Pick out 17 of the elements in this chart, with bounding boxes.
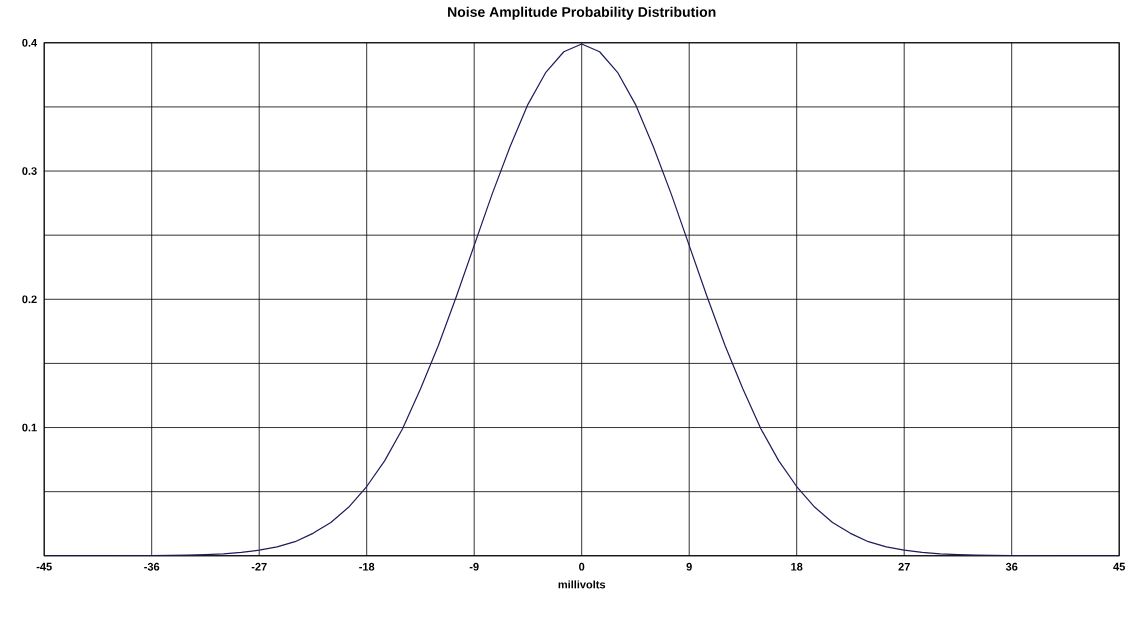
y-tick-label: 0.4 <box>22 39 38 47</box>
x-tick-label: 0 <box>579 562 585 571</box>
x-tick-label: 18 <box>791 562 803 571</box>
y-tick-label: 0.1 <box>22 423 37 432</box>
x-tick-label: 27 <box>898 562 910 571</box>
x-tick-label: -36 <box>144 562 160 571</box>
x-axis-title: millivolts <box>558 580 606 589</box>
x-tick-label: 36 <box>1005 562 1018 571</box>
x-tick-label: 9 <box>686 562 692 571</box>
x-tick-label: 45 <box>1113 562 1125 571</box>
y-tick-label: 0.2 <box>22 295 37 304</box>
x-tick-label: -45 <box>36 562 52 571</box>
x-tick-label: -18 <box>359 562 375 571</box>
x-tick-label: -9 <box>469 562 479 571</box>
chart-title: Noise Amplitude Probability Distribution <box>448 6 716 20</box>
y-tick-label: 0.3 <box>22 167 37 176</box>
x-tick-label: -27 <box>251 562 267 571</box>
